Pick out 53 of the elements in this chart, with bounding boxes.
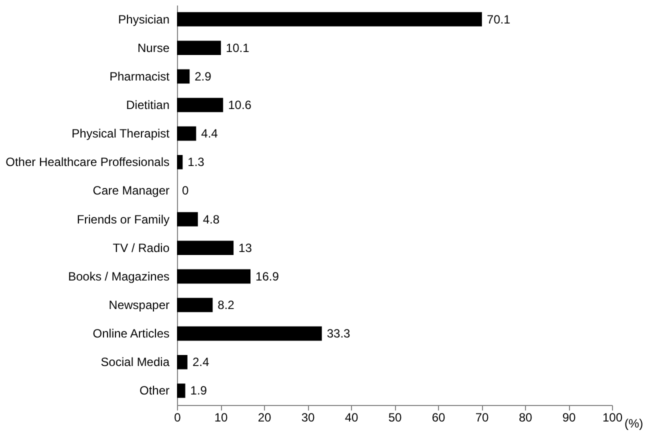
data-label: 70.1	[486, 12, 511, 26]
y-tick-label: Dietitian	[126, 98, 170, 112]
bar	[177, 326, 322, 341]
y-tick-label: Pharmacist	[109, 69, 170, 84]
data-label: 13	[238, 240, 252, 255]
x-tick-label: 0	[174, 410, 182, 424]
y-tick-label: TV / Radio	[112, 240, 170, 255]
x-tick-label: 50	[388, 410, 402, 424]
bar	[177, 40, 221, 55]
data-label: 10.6	[228, 98, 252, 112]
x-tick-label: 20	[258, 410, 272, 424]
bar	[177, 240, 234, 255]
y-tick-label: Social Media	[100, 355, 170, 370]
bar	[177, 384, 186, 398]
y-tick-label: Books / Magazines	[68, 269, 170, 284]
bar	[177, 126, 196, 141]
y-tick-label: Other Healthcare Proffesionals	[6, 155, 170, 170]
bar	[177, 98, 224, 112]
bar	[177, 155, 183, 170]
data-label: 33.3	[326, 326, 351, 341]
y-tick-label: Other	[139, 384, 170, 398]
x-tick-label: 30	[301, 410, 315, 424]
data-label: 8.2	[218, 298, 235, 312]
x-tick-label: 90	[562, 410, 576, 424]
bar	[177, 212, 198, 226]
y-tick-label: Physical Therapist	[72, 126, 170, 141]
bar	[177, 269, 251, 284]
data-label: 1.3	[188, 155, 205, 170]
x-tick-label: 10	[214, 410, 228, 424]
x-tick-label: 100	[602, 410, 623, 424]
bar	[177, 298, 213, 312]
data-label: 4.4	[201, 126, 218, 141]
y-tick-label: Care Manager	[92, 184, 170, 198]
data-label: 10.1	[226, 40, 250, 55]
y-tick-label: Online Articles	[92, 326, 170, 341]
x-axis-title: (%)	[624, 416, 644, 430]
x-tick-label: 80	[518, 410, 532, 424]
data-label: 4.8	[202, 212, 220, 226]
bar	[177, 12, 482, 26]
y-tick-label: Physician	[118, 12, 170, 26]
x-tick-label: 40	[344, 410, 358, 424]
bar	[177, 355, 188, 370]
data-label: 16.9	[256, 269, 280, 284]
x-tick-label: 70	[475, 410, 489, 424]
y-tick-label: Nurse	[137, 40, 170, 55]
bar	[177, 69, 190, 84]
data-label: 2.4	[192, 355, 210, 370]
x-tick-label: 60	[432, 410, 446, 424]
data-label: 1.9	[190, 384, 208, 398]
data-label: 0	[182, 184, 189, 198]
y-tick-label: Newspaper	[108, 298, 170, 312]
data-label: 2.9	[194, 69, 212, 84]
y-tick-label: Friends or Family	[76, 212, 170, 226]
